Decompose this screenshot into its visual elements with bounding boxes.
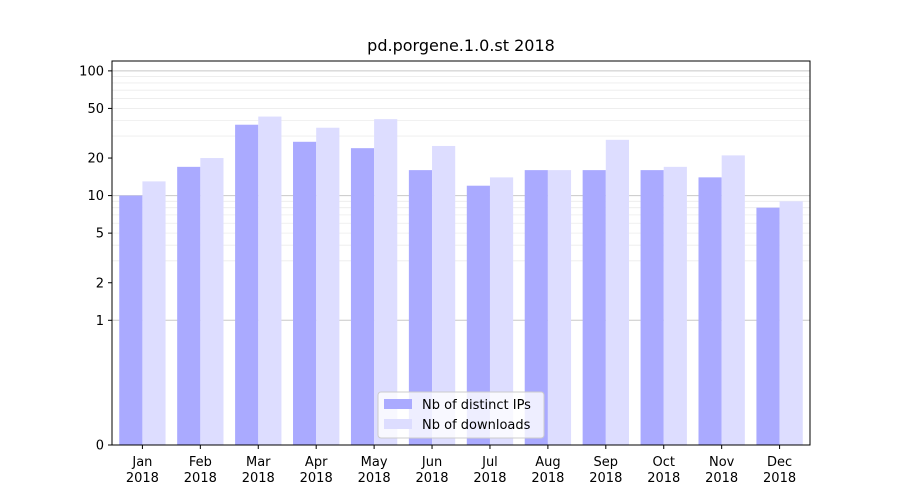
bar-downloads (779, 201, 803, 445)
x-tick-label-year: 2018 (242, 471, 275, 486)
bar-downloads (547, 170, 572, 445)
x-tick-label-month: Nov (709, 455, 735, 470)
x-tick-label-month: May (361, 455, 388, 470)
x-tick-label-year: 2018 (184, 471, 217, 486)
x-tick-label-month: Aug (535, 455, 560, 470)
y-axis: 0 1 2 5 10 20 50 100 (79, 64, 112, 454)
y-tick-label: 10 (87, 189, 104, 204)
y-tick-label: 1 (96, 314, 104, 329)
x-tick-label-year: 2018 (763, 471, 796, 486)
bar-downloads (200, 158, 224, 445)
bar-downloads (721, 155, 745, 445)
x-tick-label-month: Mar (246, 455, 271, 470)
bar-distinct-ips (756, 207, 780, 445)
bar-downloads (258, 116, 282, 445)
chart-title: pd.porgene.1.0.st 2018 (367, 36, 555, 55)
bar-distinct-ips (293, 141, 317, 445)
x-tick-label-month: Oct (652, 455, 674, 470)
bar-downloads (142, 181, 166, 445)
x-tick-label-month: Apr (305, 455, 328, 470)
grid (112, 70, 810, 321)
bar-downloads (316, 127, 340, 445)
bar-distinct-ips (408, 170, 433, 445)
bars (119, 116, 803, 446)
x-tick-label-month: Sep (594, 455, 619, 470)
legend: Nb of distinct IPs Nb of downloads (377, 391, 545, 439)
bar-downloads (663, 166, 687, 445)
x-tick-label-year: 2018 (589, 471, 622, 486)
x-tick-label-year: 2018 (531, 471, 564, 486)
bar-distinct-ips (466, 185, 490, 445)
x-tick-label-month: Jan (131, 455, 152, 470)
legend-swatch (384, 399, 412, 409)
x-tick-label-year: 2018 (415, 471, 448, 486)
y-tick-label: 5 (96, 227, 104, 242)
y-tick-label: 2 (96, 276, 104, 291)
y-tick-label: 50 (87, 102, 104, 117)
bar-downloads (374, 119, 398, 446)
bar-downloads (432, 145, 456, 446)
x-tick-label-month: Jun (421, 455, 442, 470)
bar-distinct-ips (640, 170, 664, 445)
x-tick-label-month: Dec (767, 455, 792, 470)
bar-distinct-ips (582, 170, 606, 445)
bar-distinct-ips (177, 166, 201, 445)
x-tick-label-year: 2018 (705, 471, 738, 486)
x-tick-label-month: Feb (189, 455, 212, 470)
x-tick-label-year: 2018 (647, 471, 680, 486)
x-tick-label-year: 2018 (126, 471, 159, 486)
legend-box (377, 391, 545, 439)
bar-distinct-ips (524, 170, 548, 445)
x-tick-label-year: 2018 (473, 471, 506, 486)
bar-downloads (605, 139, 629, 445)
bar-downloads (489, 177, 514, 445)
plot-frame (111, 60, 811, 446)
y-tick-label: 0 (96, 439, 104, 454)
legend-swatch (384, 419, 412, 429)
y-tick-label: 20 (87, 152, 104, 167)
y-tick-label: 100 (79, 64, 104, 79)
legend-label: Nb of downloads (422, 418, 531, 433)
bar-distinct-ips (350, 148, 375, 445)
x-axis: Jan2018Feb2018Mar2018Apr2018May2018Jun20… (126, 445, 796, 486)
bar-distinct-ips (235, 124, 259, 445)
legend-label: Nb of distinct IPs (422, 398, 531, 413)
x-tick-label-year: 2018 (300, 471, 333, 486)
bar-distinct-ips (119, 195, 143, 445)
bar-distinct-ips (698, 177, 722, 445)
x-tick-label-year: 2018 (358, 471, 391, 486)
x-tick-label-month: Jul (481, 455, 498, 470)
